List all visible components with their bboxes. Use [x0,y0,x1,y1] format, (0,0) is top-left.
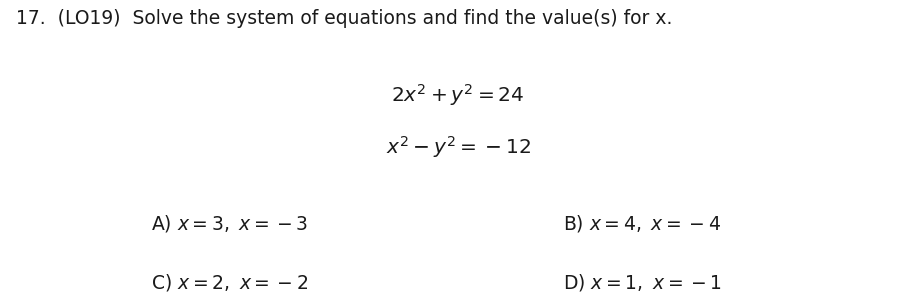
Text: C) $x = 2,\ x = -2$: C) $x = 2,\ x = -2$ [151,272,309,292]
Text: $2x^2 + y^2 = 24$: $2x^2 + y^2 = 24$ [391,82,525,108]
Text: $x^2 - y^2 = -12$: $x^2 - y^2 = -12$ [386,134,530,160]
Text: A) $x = 3,\ x = -3$: A) $x = 3,\ x = -3$ [151,213,309,234]
Text: D) $x = 1,\ x = -1$: D) $x = 1,\ x = -1$ [563,272,722,292]
Text: 17.  (LO19)  Solve the system of equations and find the value(s) for x.: 17. (LO19) Solve the system of equations… [16,9,673,28]
Text: B) $x = 4,\ x = -4$: B) $x = 4,\ x = -4$ [563,213,721,234]
